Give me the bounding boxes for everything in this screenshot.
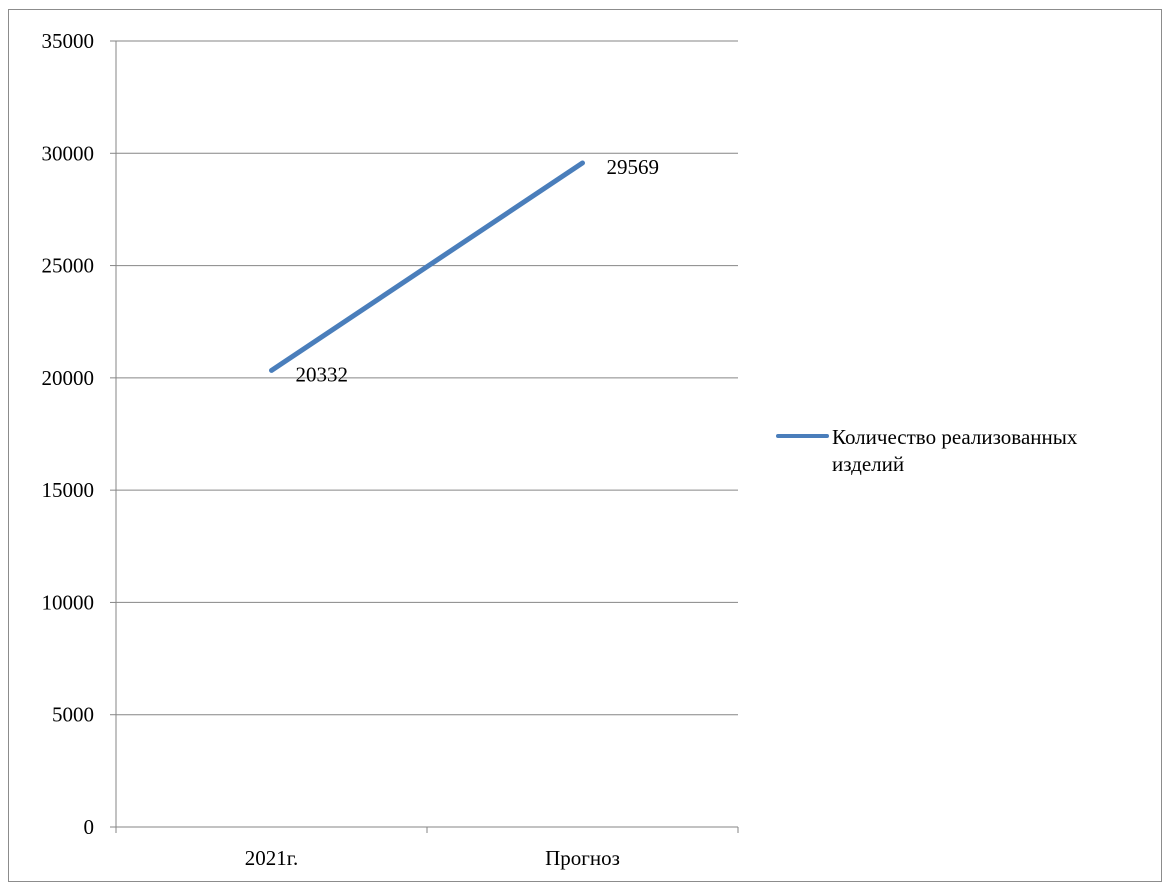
data-labels: 20332 29569 (296, 155, 660, 386)
series-lines (269, 160, 585, 373)
y-tick-label: 30000 (42, 141, 95, 165)
data-label: 20332 (296, 362, 349, 386)
y-tick-label: 35000 (42, 29, 95, 53)
y-tick-label: 25000 (42, 254, 95, 278)
y-tick-label: 5000 (52, 703, 94, 727)
gridlines (116, 40, 738, 716)
data-label: 29569 (607, 155, 660, 179)
series-line (269, 160, 585, 373)
y-tick-label: 20000 (42, 366, 95, 390)
axes (110, 40, 739, 833)
legend-label: Количество реализованных изделий (832, 425, 1078, 476)
y-axis-tick-labels: 0 5000 10000 15000 20000 25000 30000 35000 (42, 29, 95, 839)
x-axis-tick-labels: 2021г. Прогноз (245, 846, 620, 870)
x-tick-label: 2021г. (245, 846, 299, 870)
y-tick-label: 15000 (42, 478, 95, 502)
y-tick-label: 10000 (42, 590, 95, 614)
chart-frame (8, 9, 1162, 882)
y-tick-label: 0 (84, 815, 95, 839)
x-tick-label: Прогноз (545, 846, 620, 870)
legend: Количество реализованных изделий (776, 424, 1156, 478)
legend-swatch (776, 434, 829, 438)
